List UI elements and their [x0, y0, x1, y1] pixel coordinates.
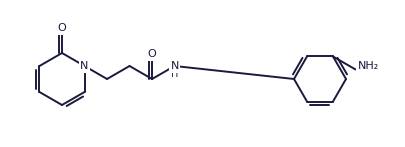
- Text: O: O: [147, 49, 156, 59]
- Text: N: N: [80, 61, 88, 71]
- Text: H: H: [171, 69, 178, 79]
- Text: O: O: [58, 23, 66, 33]
- Text: N: N: [170, 61, 178, 71]
- Text: NH₂: NH₂: [357, 61, 378, 71]
